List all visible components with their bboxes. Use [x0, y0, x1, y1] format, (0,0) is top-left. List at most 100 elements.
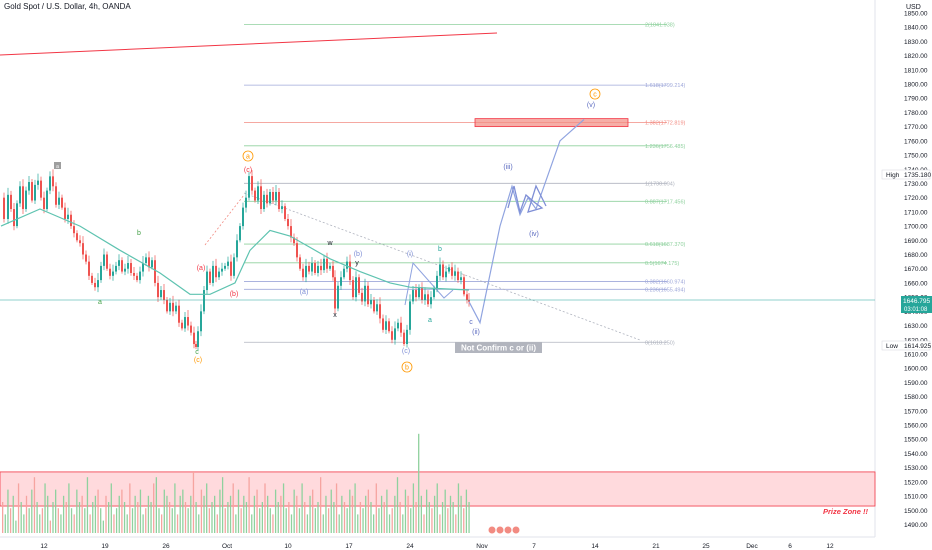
- chart-marker-icon[interactable]: [54, 162, 61, 169]
- volume-bar: [439, 514, 441, 533]
- candle-body: [22, 186, 24, 210]
- wave-label-blue-b: (b): [354, 251, 363, 258]
- candle-body: [7, 194, 9, 219]
- price-tick-label: 1820.00: [904, 53, 928, 60]
- volume-bar: [320, 477, 322, 533]
- candle-body: [130, 263, 132, 273]
- price-tick-label: 1790.00: [904, 96, 928, 103]
- candle-body: [172, 302, 174, 312]
- volume-bar: [317, 502, 319, 533]
- volume-bar: [100, 508, 102, 533]
- volume-bar: [131, 508, 134, 533]
- volume-bar: [113, 514, 115, 533]
- candle-body: [61, 197, 63, 208]
- candle-body: [352, 280, 354, 298]
- wave-label-green-b-right: b: [438, 246, 442, 253]
- volume-bar: [349, 489, 351, 533]
- time-tick-label: 21: [652, 543, 660, 550]
- volume-bar: [330, 489, 332, 533]
- volume-bar: [55, 489, 57, 533]
- candle-body: [118, 260, 120, 266]
- candle-body: [46, 190, 48, 210]
- price-tick-label: 1570.00: [904, 408, 928, 415]
- volume-bar: [460, 495, 462, 533]
- volume-bar: [296, 495, 298, 533]
- candle-body: [391, 331, 393, 340]
- candle-body: [403, 332, 405, 345]
- volume-bar: [463, 508, 465, 533]
- fib-label: 1.236(1756.485): [645, 144, 686, 150]
- projection-zigzag: [507, 184, 547, 215]
- volume-bar: [402, 514, 404, 533]
- candle-body: [157, 282, 159, 298]
- candle-body: [424, 294, 426, 300]
- price-tick-label: 1750.00: [904, 153, 928, 160]
- candle-body: [175, 305, 177, 312]
- wave-label-iv: (iv): [529, 231, 539, 238]
- volume-bar: [457, 483, 460, 533]
- candle-body: [343, 268, 345, 278]
- candle-body: [433, 288, 435, 298]
- candle-body: [400, 322, 402, 333]
- candle-body: [317, 265, 319, 273]
- red-trendline: [0, 32, 498, 56]
- price-tick-label: 1690.00: [904, 238, 928, 245]
- volume-bar: [383, 502, 385, 533]
- candle-body: [466, 294, 468, 300]
- candle-body: [190, 325, 192, 333]
- volume-bar: [57, 508, 59, 533]
- symbol-title: Gold Spot / U.S. Dollar, 4h, OANDA: [4, 2, 131, 11]
- candle-body: [412, 290, 414, 302]
- volume-bar: [190, 495, 192, 533]
- volume-bar: [391, 508, 393, 533]
- volume-bar: [261, 502, 263, 533]
- candle-body: [254, 190, 256, 201]
- volume-bar: [240, 508, 242, 533]
- volume-bar: [423, 514, 425, 533]
- countdown-value: 03:01:08: [904, 307, 928, 313]
- volume-bar: [25, 495, 28, 533]
- low-value: 1614.925: [904, 343, 931, 350]
- candle-body: [166, 299, 168, 312]
- candle-body: [127, 263, 129, 269]
- candle-body: [379, 304, 381, 319]
- candle-body: [76, 233, 78, 241]
- volume-bar: [36, 502, 38, 533]
- volume-bar: [229, 495, 232, 533]
- volume-bar: [92, 502, 94, 533]
- candle-body: [305, 265, 307, 278]
- volume-bar: [47, 495, 49, 533]
- candle-body: [376, 304, 378, 312]
- wave-label-b-paren: (b): [230, 291, 239, 298]
- price-tick-label: 1630.00: [904, 323, 928, 330]
- volume-bar: [285, 508, 287, 533]
- volume-bar: [76, 489, 78, 533]
- volume-bar: [465, 489, 468, 533]
- fib-label: 0.887(1717.456): [645, 199, 686, 205]
- candle-body: [340, 277, 342, 286]
- svg-text:a: a: [56, 164, 59, 170]
- volume-bar: [102, 520, 104, 533]
- candle-body: [230, 261, 232, 276]
- wave-label-green-c: c: [195, 349, 199, 356]
- volume-bar: [468, 502, 470, 533]
- candle-body: [346, 261, 348, 269]
- volume-bar: [407, 495, 409, 533]
- volume-bar: [426, 489, 428, 533]
- candle-body: [367, 285, 369, 305]
- candle-body: [349, 261, 351, 281]
- volume-bar: [39, 514, 41, 533]
- volume-bar: [214, 495, 216, 533]
- volume-bar: [15, 520, 17, 533]
- volume-bar: [248, 477, 250, 533]
- candle-body: [184, 317, 186, 329]
- candle-body: [28, 182, 30, 191]
- candle-body: [314, 263, 316, 273]
- candle-body: [85, 254, 87, 262]
- fib-label: 0.382(1660.974): [645, 280, 686, 286]
- time-tick-label: Nov: [476, 543, 488, 550]
- volume-bar: [436, 483, 438, 533]
- event-icons[interactable]: [488, 526, 520, 534]
- volume-bar: [108, 502, 110, 533]
